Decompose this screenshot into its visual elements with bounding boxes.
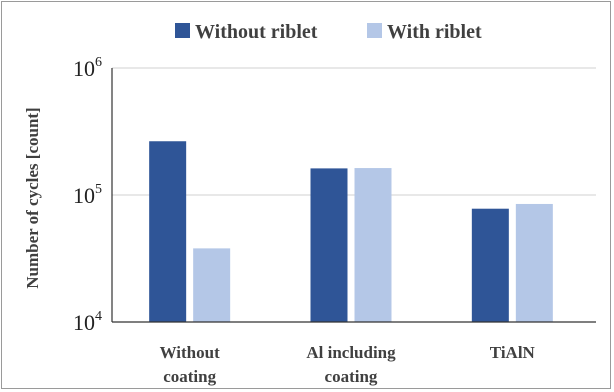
x-tick-label: TiAlN xyxy=(490,343,536,362)
y-axis-label: Number of cycles [count] xyxy=(23,107,42,288)
y-tick-label: 104 xyxy=(73,309,102,335)
bar-with-riblet-0 xyxy=(193,248,231,322)
bar-with-riblet-1 xyxy=(354,168,392,322)
legend: Without riblet With riblet xyxy=(175,21,482,43)
legend-label: With riblet xyxy=(387,21,482,43)
bars xyxy=(149,141,553,322)
x-tick-labels: Without coating Al including coating TiAlN xyxy=(160,343,536,386)
x-tick-label: Without coating xyxy=(160,343,220,386)
legend-swatch xyxy=(175,23,190,38)
bar-without-riblet-2 xyxy=(471,208,509,322)
bar-without-riblet-1 xyxy=(310,168,348,322)
legend-label: Without riblet xyxy=(195,21,318,43)
legend-swatch xyxy=(367,23,382,38)
y-tick-label: 106 xyxy=(73,55,102,81)
bar-with-riblet-2 xyxy=(515,203,553,322)
bar-without-riblet-0 xyxy=(149,141,187,322)
y-tick-label: 105 xyxy=(73,182,102,208)
x-tick-label: Al including coating xyxy=(306,343,396,386)
gridlines xyxy=(112,67,596,196)
y-tick-labels: 104 105 106 xyxy=(73,55,102,335)
